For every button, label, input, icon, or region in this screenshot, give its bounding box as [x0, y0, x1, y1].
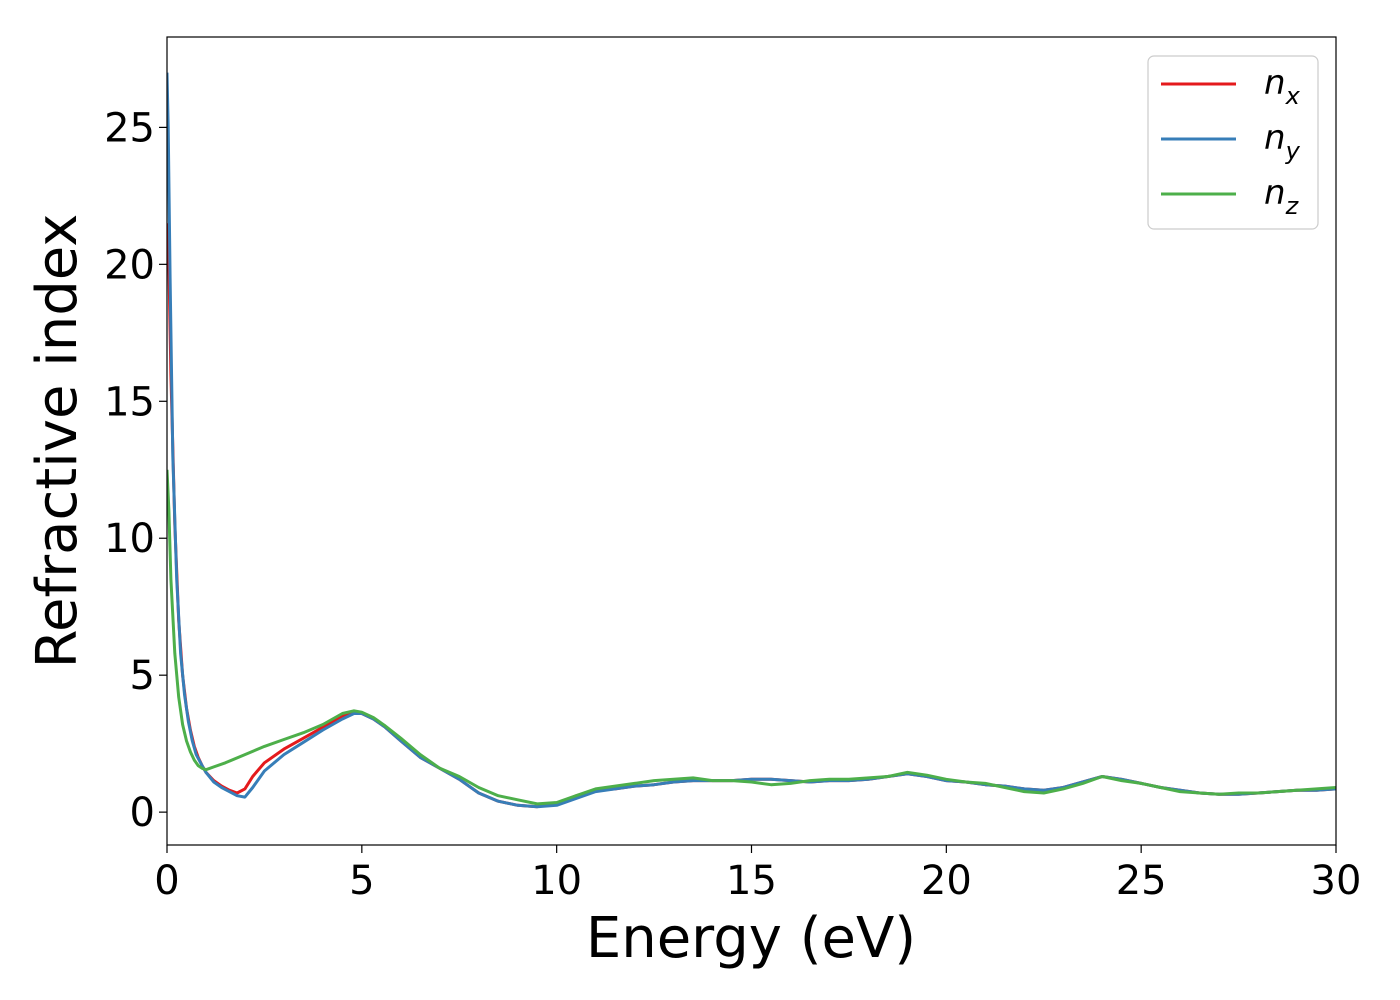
x-tick-label: 25: [1116, 858, 1167, 904]
legend-label-x: nx: [1264, 63, 1301, 110]
x-axis-title: Energy (eV): [586, 906, 916, 971]
y-tick-label: 10: [104, 516, 155, 562]
legend-label-y: ny: [1264, 118, 1301, 165]
y-axis-title: Refractive index: [25, 214, 90, 669]
x-tick-label: 5: [349, 858, 374, 904]
x-axis-ticks: 0 5 10 15 20 25 30: [154, 845, 1361, 904]
y-tick-label: 0: [130, 790, 155, 836]
y-tick-label: 5: [130, 653, 155, 699]
x-tick-label: 30: [1311, 858, 1362, 904]
y-tick-label: 20: [104, 242, 155, 288]
legend-label-z: nz: [1264, 173, 1300, 220]
x-tick-label: 20: [921, 858, 972, 904]
y-axis-ticks: 0 5 10 15 20 25: [104, 105, 167, 836]
legend-box: [1147, 55, 1319, 230]
x-tick-label: 15: [726, 858, 777, 904]
x-tick-label: 10: [531, 858, 582, 904]
series-layer: [167, 72, 1336, 809]
y-tick-label: 15: [104, 379, 155, 425]
y-tick-label: 25: [104, 105, 155, 151]
series-line-z: [167, 469, 1336, 806]
legend: nx ny nz: [1147, 55, 1319, 230]
x-tick-label: 0: [154, 858, 179, 904]
